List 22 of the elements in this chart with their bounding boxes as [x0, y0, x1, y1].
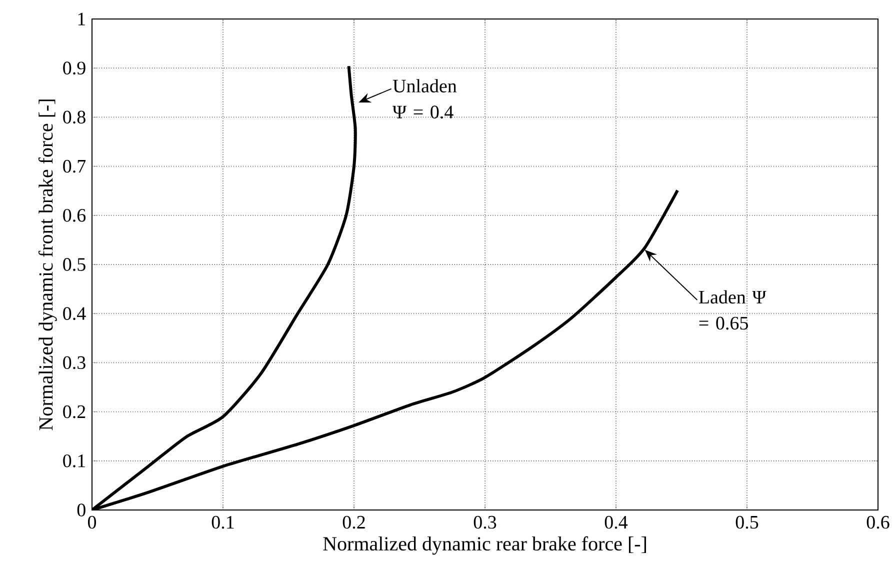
y-axis-title: Normalized dynamic front brake force [-] [38, 100, 57, 430]
x-tick-label: 0.1 [212, 516, 234, 529]
y-tick-label: 1 [78, 12, 85, 26]
x-tick-label: 0.5 [736, 516, 758, 529]
y-tick-label: 0.8 [63, 110, 86, 124]
y-tick-label: 0.4 [63, 307, 86, 320]
y-tick-label: 0.2 [63, 405, 86, 418]
x-tick-label: 0.2 [342, 516, 365, 529]
y-tick-label: 0.7 [63, 160, 86, 173]
y-tick-label: 0 [77, 504, 86, 516]
y-tick-label: 0.9 [63, 62, 86, 75]
annotation: Laden Ψ = 0.65 [698, 290, 766, 330]
x-tick-label: 0.4 [604, 516, 628, 529]
x-tick-label: 0.6 [866, 516, 890, 529]
x-tick-label: 0.3 [474, 516, 496, 529]
y-tick-label: 0.1 [63, 454, 85, 468]
annotation: Unladen Ψ = 0.4 [392, 79, 457, 119]
x-tick-label: 0 [88, 516, 96, 529]
x-axis-title: Normalized dynamic rear brake force [-] [323, 536, 646, 555]
y-tick-label: 0.5 [63, 258, 86, 271]
y-tick-label: 0.3 [63, 356, 86, 370]
y-tick-label: 0.6 [63, 208, 86, 222]
